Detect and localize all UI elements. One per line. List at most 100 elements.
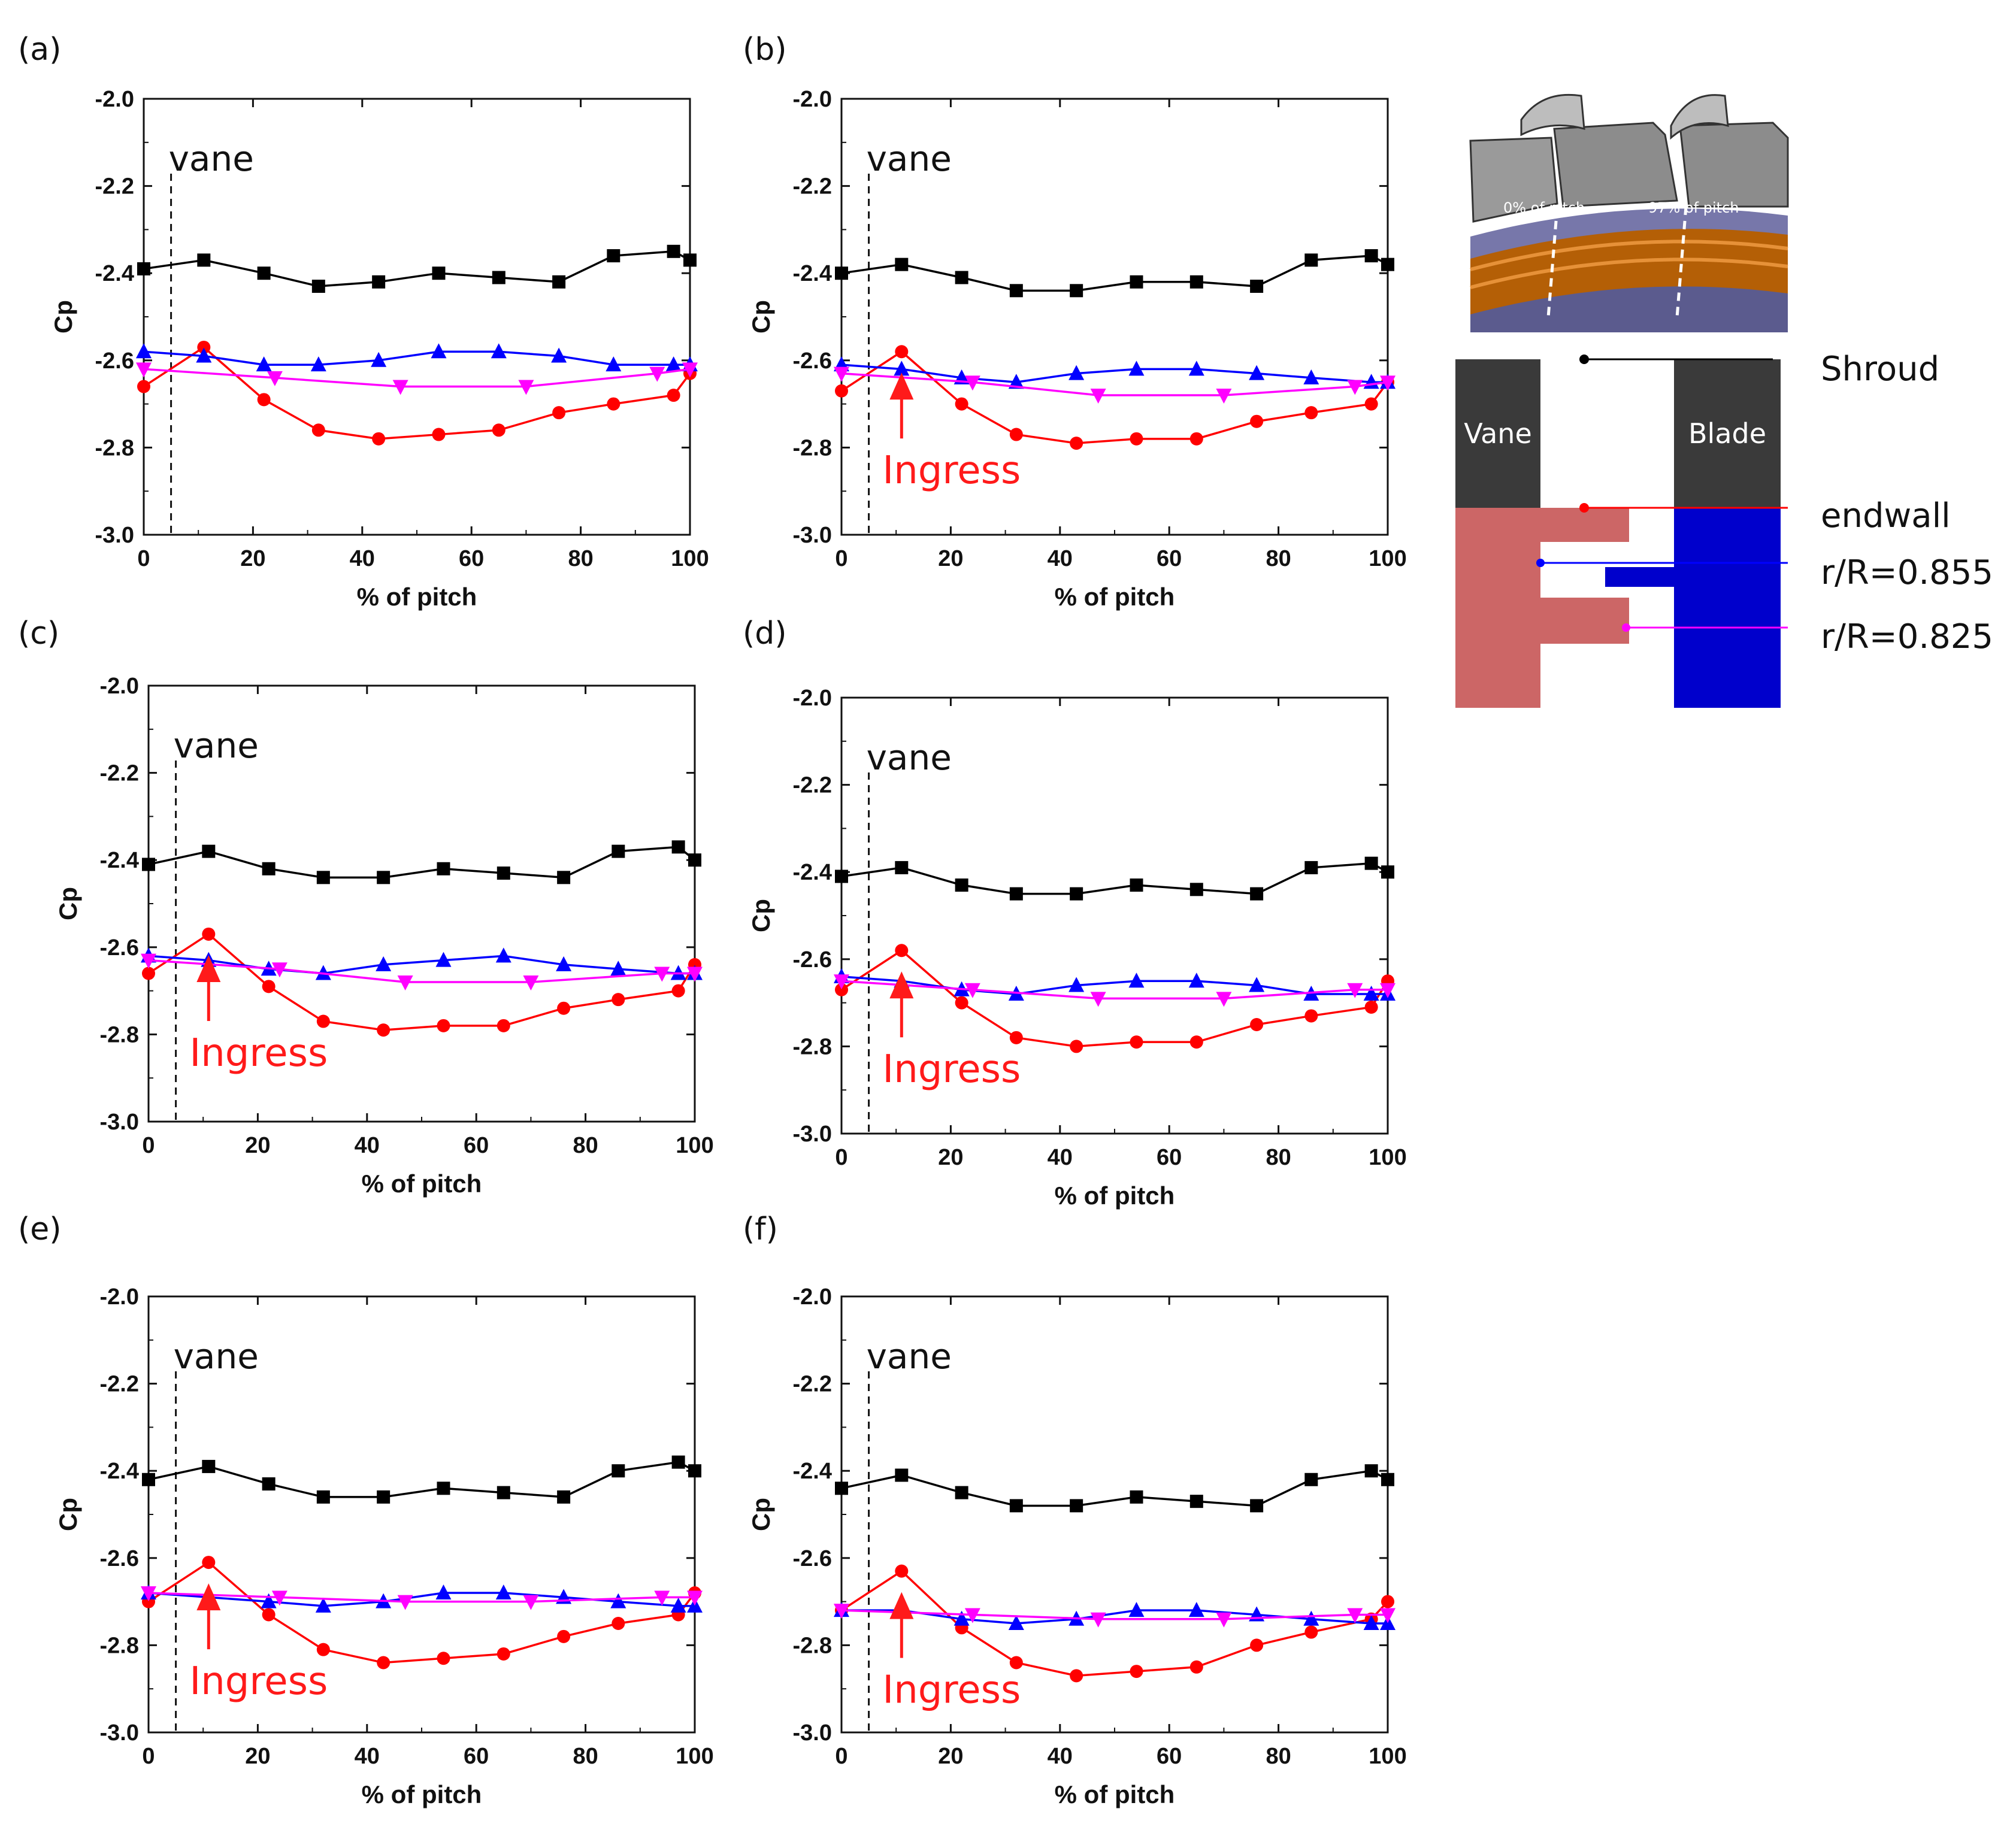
data-point [835,1481,848,1495]
panel-label: (a) [18,32,61,68]
ingress-label: Ingress [882,1668,1021,1713]
data-point [1009,1031,1023,1044]
series-line [143,350,690,366]
data-point [895,944,909,958]
data-point [895,345,909,359]
y-axis-label: Cp [54,887,82,920]
series-line [143,368,691,388]
data-point [1250,280,1264,293]
x-tick-label: 80 [573,1744,598,1769]
series-line [841,1609,1388,1620]
data-point [1380,983,1396,998]
ingress-arrow-head [889,1592,914,1619]
x-tick-label: 60 [1157,546,1182,571]
data-point [316,1490,330,1504]
data-point [397,975,413,991]
x-tick-label: 0 [142,1133,155,1158]
data-point [371,352,387,367]
data-point [392,380,408,395]
data-point [612,1617,625,1630]
data-point [552,406,566,420]
data-point [311,280,325,293]
series-r-r-0-825 [834,1604,1396,1628]
data-point [834,366,849,382]
data-point [497,867,510,880]
data-point [377,1023,391,1037]
data-point [316,1643,330,1656]
x-tick-label: 20 [938,1145,963,1170]
x-tick-label: 0 [142,1744,155,1769]
y-tick-label: -2.8 [793,1034,832,1059]
y-tick-label: -3.0 [793,523,832,548]
y-tick-label: -2.0 [793,1284,832,1310]
data-point [435,952,452,967]
data-point [137,262,150,275]
data-point [1250,887,1264,901]
data-point [1250,414,1264,428]
data-point [671,984,685,998]
data-point [377,1490,391,1504]
y-tick-label: -2.0 [100,1284,139,1310]
data-point [1008,374,1024,389]
vane-label: vane [169,138,254,179]
y-tick-label: -2.6 [95,349,134,374]
chart-panel-1: (a) -2.0 -2.2 -2.4 -2.6 -2.8 -3.00 20 40 60 80 100%… [18,32,709,611]
ingress-arrow-head [889,971,914,999]
data-point [431,343,447,359]
y-tick-label: -2.0 [100,674,139,699]
data-point [1250,1499,1264,1513]
series-r-r-0-825 [141,1586,703,1610]
series-endwall [137,340,697,446]
data-point [894,360,910,376]
series-r-r-0-855 [141,947,703,980]
data-point [953,1610,970,1626]
data-point [834,1604,849,1619]
panel-label: (f) [743,1211,778,1247]
x-tick-label: 40 [355,1133,380,1158]
series-shroud [835,249,1394,298]
data-point [1364,1000,1378,1014]
x-tick-label: 40 [1048,1744,1073,1769]
data-point [1303,369,1319,384]
data-point [1009,284,1023,298]
data-point [141,1586,156,1602]
data-point [610,961,626,976]
data-point [523,975,539,991]
render-blade-1 [1553,122,1678,208]
render-vane-left [1469,137,1558,223]
series-r-r-0-825 [834,366,1396,404]
panel-label: (b) [743,32,787,68]
data-point [1347,983,1363,998]
x-tick-label: 100 [676,1133,713,1158]
render-label-pitch97: 97% of pitch [1648,199,1739,216]
x-tick-label: 80 [1266,546,1291,571]
data-point [518,380,534,395]
series-r-r-0-825 [834,974,1396,1007]
data-point [1364,249,1378,263]
y-tick-label: -3.0 [793,1720,832,1746]
ingress-label: Ingress [189,1031,328,1075]
y-tick-label: -2.4 [793,860,832,885]
data-point [437,862,450,875]
data-point [257,393,271,407]
data-point [492,423,505,437]
data-point [835,869,848,883]
charts-group: (a)-2.0-2.2-2.4-2.6-2.8-3.00 20 40 60 80 100%… [18,32,1407,1808]
probe-dot-endwall [1579,503,1589,513]
series-endwall [142,927,701,1037]
data-point [197,253,211,267]
data-point [1189,1660,1203,1674]
y-tick-label: -3.0 [100,1110,139,1135]
y-tick-label: -2.2 [793,1372,832,1397]
series-r-r-0-855 [136,343,698,372]
data-point [397,1595,413,1610]
series-shroud [142,1455,701,1504]
data-point [667,244,680,258]
data-point [1250,1638,1264,1652]
data-point [557,871,571,884]
y-axis-label: Cp [54,1498,82,1531]
data-point [523,1595,539,1610]
data-point [437,1652,450,1665]
render-label-pitch0: 0% of pitch [1503,199,1585,216]
